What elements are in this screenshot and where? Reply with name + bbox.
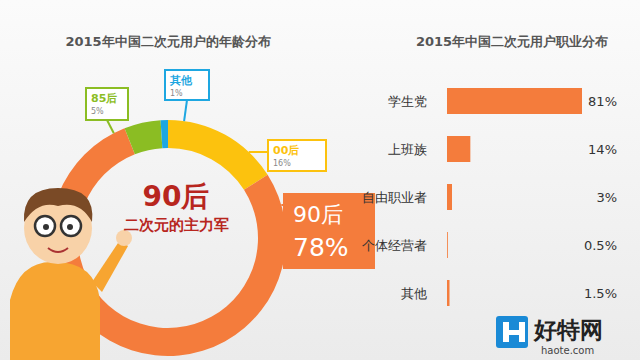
watermark: 好特网 haote.com [496, 316, 603, 356]
bar [447, 280, 450, 306]
value-label: 14% [588, 142, 617, 157]
value-label: 78% [293, 233, 349, 262]
callout-box [268, 140, 326, 171]
category-label: 上班族 [388, 142, 427, 157]
callout-box [165, 70, 209, 100]
category-label: 90后 [293, 202, 343, 227]
value-label: 16% [273, 159, 291, 168]
figure-eye [67, 224, 73, 230]
labels: 学生党 81% 上班族 14% 自由职业者 3% 个体经营者 0.5% 其他 1.5% [362, 94, 617, 301]
bar [447, 88, 582, 114]
bar [447, 184, 452, 210]
logo-glyph [503, 322, 525, 342]
category-label: 其他 [169, 74, 193, 87]
center-annotation: 二次元的主力军 [124, 216, 229, 234]
center-annotation: 90后 [143, 180, 210, 213]
figure-body [10, 262, 100, 360]
figure-glasses [35, 216, 55, 236]
category-label: 个体经营者 [362, 238, 427, 253]
leader-line [249, 151, 268, 153]
canvas: 2015年中国二次元用户的年龄分布 00后 16% 90后 78% 85后 5% 其他 1% 90… [0, 0, 640, 360]
value-label: 5% [91, 107, 104, 116]
figure-hair [24, 188, 92, 222]
figure-eye [43, 224, 49, 230]
value-label: 0.5% [584, 238, 617, 253]
donut-chart: 2015年中国二次元用户的年龄分布 00后 16% 90后 78% 85后 5% 其他 1% 90… [10, 34, 375, 360]
value-label: 1% [170, 89, 183, 98]
figure-glasses [61, 216, 81, 236]
leader-line [107, 120, 114, 133]
bars [447, 88, 582, 306]
figure-mouth [48, 248, 68, 252]
chart-title: 2015年中国二次元用户的年龄分布 [65, 34, 270, 49]
bar-chart: 2015年中国二次元用户职业分布学生党 81% 上班族 14% 自由职业者 3% 个体经营者… [362, 34, 617, 306]
callout-box [86, 88, 128, 120]
figure-arm [92, 240, 128, 292]
value-label: 1.5% [584, 286, 617, 301]
chart-title: 2015年中国二次元用户职业分布 [416, 34, 608, 49]
bar [447, 232, 449, 258]
watermark-url: haote.com [541, 345, 594, 356]
value-label: 81% [588, 94, 617, 109]
category-label: 学生党 [388, 94, 427, 109]
donut-slice [125, 120, 163, 154]
donut-slice [161, 120, 168, 148]
leader-line [184, 100, 187, 121]
value-label: 3% [596, 190, 617, 205]
category-label: 自由职业者 [362, 190, 427, 205]
leader-line [281, 204, 283, 206]
category-label: 其他 [401, 286, 427, 301]
bar [447, 136, 470, 162]
logo-box [496, 316, 528, 348]
category-label: 00后 [273, 144, 299, 157]
category-label: 85后 [91, 92, 117, 105]
callouts: 00后 16% 90后 78% 85后 5% 其他 1% [86, 70, 375, 269]
watermark-name: 好特网 [533, 317, 603, 343]
cartoon-figure [10, 188, 132, 360]
